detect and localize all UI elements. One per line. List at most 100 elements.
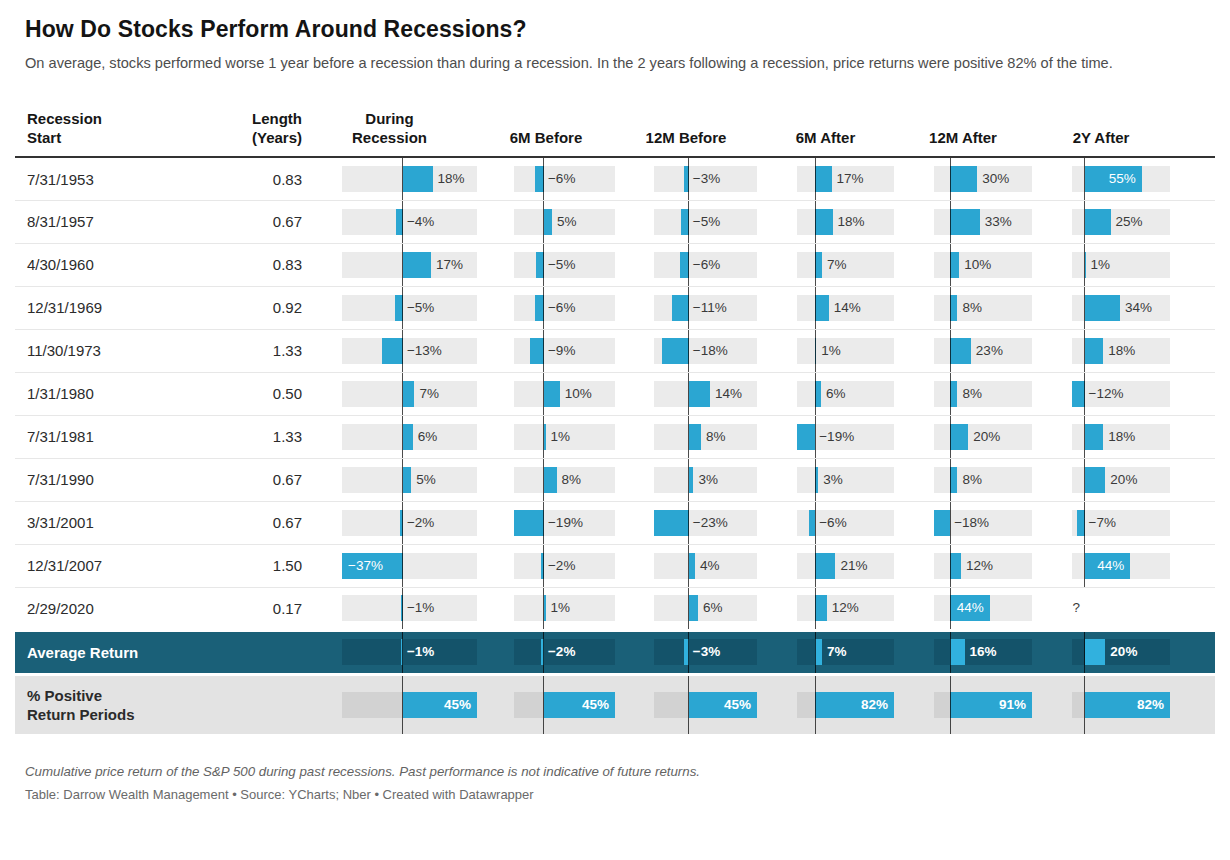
chart-subtitle: On average, stocks performed worse 1 yea… bbox=[15, 53, 1200, 75]
zero-axis-line bbox=[543, 588, 544, 629]
bar-cell-during: 5% bbox=[302, 458, 477, 501]
bar bbox=[544, 381, 560, 407]
zero-axis-line bbox=[815, 201, 816, 243]
bar bbox=[514, 510, 544, 536]
zero-axis-line bbox=[402, 201, 403, 243]
bar-cell-m12_after: 10% bbox=[894, 243, 1032, 286]
zero-axis-line bbox=[815, 330, 816, 372]
bar-cell-m12_before: 6% bbox=[615, 587, 757, 630]
zero-axis-line bbox=[950, 416, 951, 458]
bar-cell-m6_after: 6% bbox=[757, 372, 894, 415]
bar bbox=[815, 252, 822, 278]
bar bbox=[1085, 639, 1106, 665]
bar bbox=[950, 252, 959, 278]
zero-axis-line bbox=[1084, 459, 1085, 501]
zero-axis-line bbox=[543, 158, 544, 200]
chart-title: How Do Stocks Perform Around Recessions? bbox=[15, 16, 1215, 43]
bar-value-label: 17% bbox=[436, 257, 463, 272]
bar bbox=[1072, 381, 1085, 407]
bar-cell-y2_after: 55% bbox=[1032, 157, 1170, 200]
bar bbox=[403, 381, 415, 407]
bar-value-label: −23% bbox=[693, 515, 728, 530]
bar-value-label: 1% bbox=[821, 343, 841, 358]
bar-value-label: 7% bbox=[419, 386, 439, 401]
col-header-12m-before: 12M Before bbox=[615, 109, 757, 157]
zero-axis-line bbox=[543, 244, 544, 286]
bar bbox=[950, 639, 964, 665]
recession-start-cell: 7/31/1990 bbox=[15, 458, 237, 501]
bar-value-label: 45% bbox=[582, 697, 609, 712]
length-cell: 0.17 bbox=[237, 587, 302, 630]
bar-cell-y2_after: 34% bbox=[1032, 286, 1170, 329]
zero-axis-line bbox=[815, 459, 816, 501]
zero-axis-line bbox=[815, 588, 816, 629]
table-row: 7/31/19900.675%8%3%3%8%20% bbox=[15, 458, 1215, 501]
bar-value-label: −6% bbox=[819, 515, 846, 530]
bar-cell-y2_after: 20% bbox=[1032, 630, 1170, 674]
zero-axis-line bbox=[815, 502, 816, 544]
zero-axis-line bbox=[815, 545, 816, 587]
length-cell: 0.83 bbox=[237, 243, 302, 286]
bar bbox=[950, 338, 971, 364]
bar-cell-m12_before: −11% bbox=[615, 286, 757, 329]
bar-cell-y2_after: 82% bbox=[1032, 674, 1170, 734]
zero-axis-line bbox=[402, 416, 403, 458]
bar-value-label: −19% bbox=[548, 515, 583, 530]
zero-axis-line bbox=[950, 330, 951, 372]
zero-axis-line bbox=[1084, 201, 1085, 243]
bar-cell-m12_after: 44% bbox=[894, 587, 1032, 630]
zero-axis-line bbox=[402, 330, 403, 372]
bar bbox=[544, 467, 557, 493]
zero-axis-line bbox=[688, 373, 689, 415]
bar-cell-m12_before: −3% bbox=[615, 630, 757, 674]
zero-axis-line bbox=[815, 158, 816, 200]
bar-cell-during: 6% bbox=[302, 415, 477, 458]
bar-value-label: 21% bbox=[840, 558, 867, 573]
bar-cell-m6_before: −5% bbox=[477, 243, 615, 286]
zero-axis-line bbox=[815, 373, 816, 415]
bar-value-label: 5% bbox=[557, 214, 577, 229]
bar bbox=[815, 639, 822, 665]
length-cell bbox=[237, 630, 302, 674]
zero-axis-line bbox=[688, 502, 689, 544]
zero-axis-line bbox=[815, 287, 816, 329]
bar bbox=[797, 424, 815, 450]
bar-cell-m6_after: 82% bbox=[757, 674, 894, 734]
bar-cell-m6_before: 8% bbox=[477, 458, 615, 501]
recession-start-cell: 2/29/2020 bbox=[15, 587, 237, 630]
bar-cell-m6_after: 7% bbox=[757, 630, 894, 674]
bar bbox=[530, 338, 544, 364]
bar-value-label: 8% bbox=[562, 472, 582, 487]
bar bbox=[1085, 424, 1104, 450]
bar-value-label: 7% bbox=[827, 257, 847, 272]
zero-axis-line bbox=[950, 287, 951, 329]
bar-cell-m12_before: −18% bbox=[615, 329, 757, 372]
zero-axis-line bbox=[688, 632, 689, 673]
bar-value-label: 1% bbox=[1091, 257, 1111, 272]
col-header-12m-after: 12M After bbox=[894, 109, 1032, 157]
zero-axis-line bbox=[543, 330, 544, 372]
bar-cell-m6_before: −2% bbox=[477, 630, 615, 674]
length-cell: 1.33 bbox=[237, 329, 302, 372]
bar bbox=[1085, 467, 1106, 493]
header-row: Recession Start Length (Years) During Re… bbox=[15, 109, 1215, 157]
table-row: 1/31/19800.507%10%14%6%8%−12% bbox=[15, 372, 1215, 415]
bar-value-label: −18% bbox=[954, 515, 989, 530]
recession-start-cell: 7/31/1953 bbox=[15, 157, 237, 200]
bar bbox=[815, 166, 831, 192]
bar-cell-m6_before: −6% bbox=[477, 157, 615, 200]
bar-value-label: −9% bbox=[548, 343, 575, 358]
bar bbox=[815, 381, 821, 407]
bar bbox=[689, 553, 695, 579]
bar-value-label: −1% bbox=[407, 644, 434, 659]
bar-value-label: −5% bbox=[407, 300, 434, 315]
table-row: 11/30/19731.33−13%−9%−18%1%23%18% bbox=[15, 329, 1215, 372]
bar-value-label: 20% bbox=[1110, 644, 1137, 659]
table-row: 12/31/20071.50−37%−2%4%21%12%44% bbox=[15, 544, 1215, 587]
bar bbox=[815, 595, 827, 621]
zero-axis-line bbox=[402, 158, 403, 200]
row-spacer bbox=[1170, 544, 1215, 587]
zero-axis-line bbox=[688, 201, 689, 243]
length-cell bbox=[237, 674, 302, 734]
zero-axis-line bbox=[688, 158, 689, 200]
